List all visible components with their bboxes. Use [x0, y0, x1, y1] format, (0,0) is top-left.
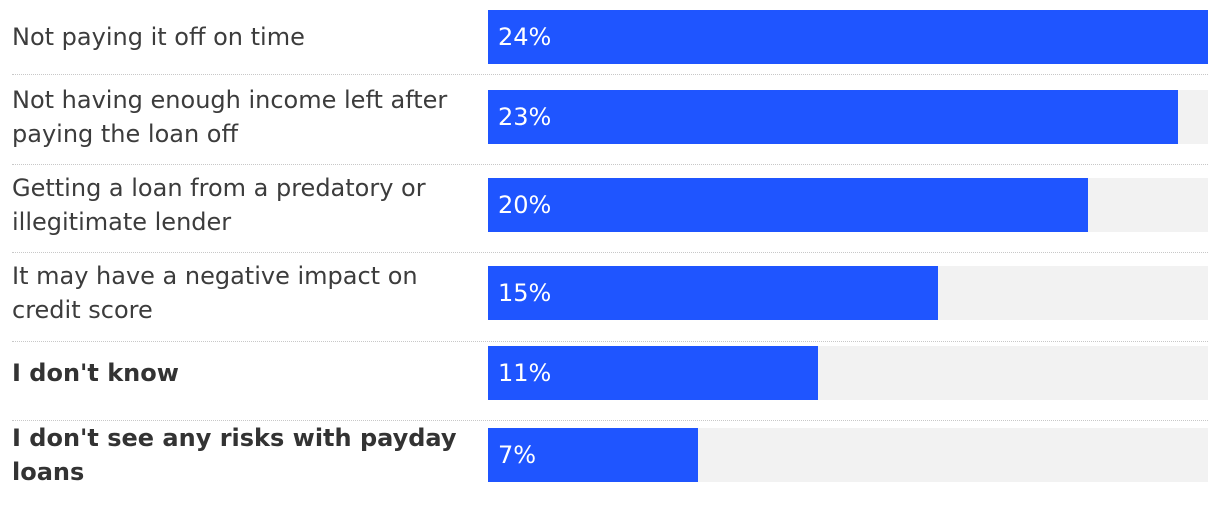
bar: 23%	[488, 90, 1178, 144]
category-label: Not paying it off on time	[12, 23, 305, 51]
bar: 11%	[488, 346, 818, 400]
bar-row: I don't know 11%	[12, 342, 1208, 424]
bar-track: 20%	[488, 178, 1208, 232]
bar-track: 11%	[488, 346, 1208, 400]
bar: 15%	[488, 266, 938, 320]
row-divider	[12, 74, 1208, 75]
category-label: Getting a loan from a predatory or illeg…	[12, 174, 426, 236]
bar-track: 24%	[488, 10, 1208, 64]
row-divider	[12, 341, 1208, 342]
value-label: 24%	[498, 23, 552, 51]
bar-row: I don't see any risks with payday loans 7…	[12, 424, 1208, 504]
value-label: 20%	[498, 191, 552, 219]
category-label: I don't know	[12, 359, 179, 387]
value-label: 15%	[498, 279, 552, 307]
bar-row: Getting a loan from a predatory or illeg…	[12, 166, 1208, 254]
value-label: 23%	[498, 103, 552, 131]
bar: 24%	[488, 10, 1208, 64]
value-label: 7%	[498, 441, 537, 469]
bar: 7%	[488, 428, 698, 482]
bar-track: 15%	[488, 266, 1208, 320]
value-label: 11%	[498, 359, 552, 387]
row-divider	[12, 252, 1208, 253]
category-label: Not having enough income left after payi…	[12, 86, 448, 148]
bar-track: 23%	[488, 90, 1208, 144]
row-divider	[12, 420, 1208, 421]
bar: 20%	[488, 178, 1088, 232]
category-label: I don't see any risks with payday loans	[12, 424, 457, 486]
category-label: It may have a negative impact on credit …	[12, 262, 418, 324]
bar-track: 7%	[488, 428, 1208, 482]
bar-row: Not having enough income left after payi…	[12, 78, 1208, 166]
bar-row: It may have a negative impact on credit …	[12, 254, 1208, 342]
bar-row: Not paying it off on time 24%	[12, 8, 1208, 76]
row-divider	[12, 164, 1208, 165]
